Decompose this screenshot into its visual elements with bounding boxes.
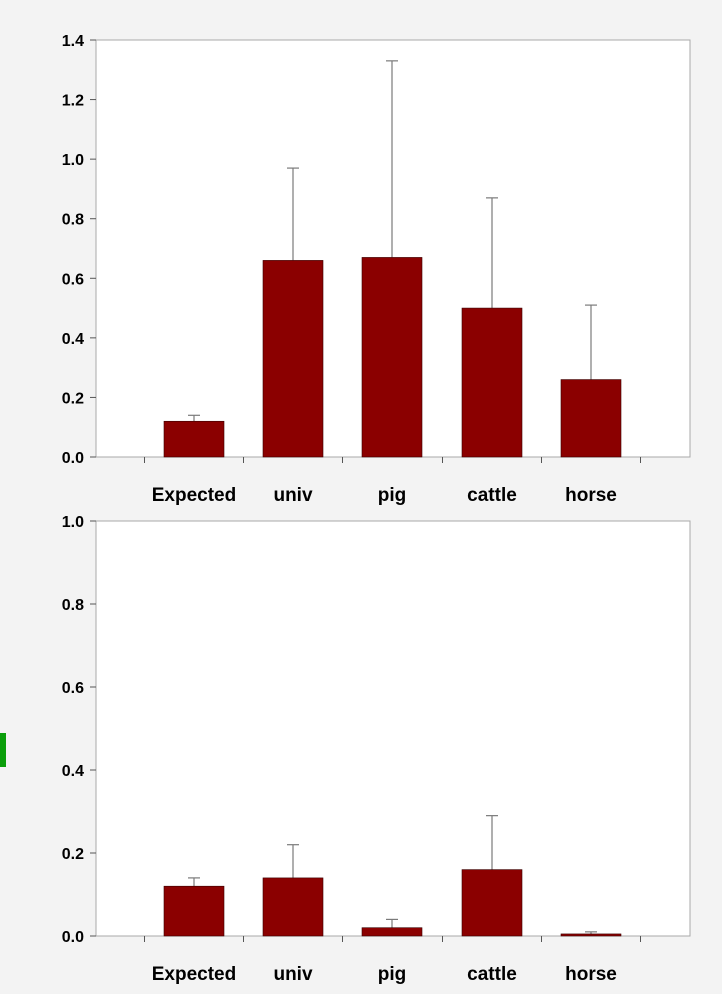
bar-expected xyxy=(163,885,225,937)
category-label: horse xyxy=(565,964,617,985)
left-accent-mark xyxy=(0,733,6,767)
bar-univ xyxy=(262,877,324,937)
y-tick-label: 1.0 xyxy=(62,152,84,169)
y-tick-label: 0.2 xyxy=(62,846,84,863)
y-tick-label: 0.6 xyxy=(62,271,84,288)
y-tick-label: 0.0 xyxy=(62,450,84,467)
bar-horse xyxy=(560,933,622,937)
bar-horse xyxy=(560,379,622,458)
bar-cattle xyxy=(461,869,523,937)
y-tick-label: 0.2 xyxy=(62,390,84,407)
y-tick-label: 0.0 xyxy=(62,929,84,946)
category-label: pig xyxy=(378,964,407,985)
category-label: univ xyxy=(273,964,312,985)
category-label: cattle xyxy=(467,485,517,506)
y-tick-label: 1.4 xyxy=(62,33,84,50)
category-label: univ xyxy=(273,485,312,506)
category-label: horse xyxy=(565,485,617,506)
chart-bottom: 0.0 0.2 0.4 0.6 0.8 1.0 Expected univ pig cattle h… xyxy=(62,514,691,985)
y-tick-label: 0.8 xyxy=(62,212,84,229)
plot-area-bottom xyxy=(95,520,691,937)
bar-univ xyxy=(262,260,324,458)
chart-top: 0.0 0.2 0.4 0.6 0.8 1.0 1.2 1.4 Expected univ pig c… xyxy=(62,33,691,506)
y-tick-label: 1.2 xyxy=(62,93,84,110)
y-tick-label: 0.4 xyxy=(62,331,84,348)
category-label: cattle xyxy=(467,964,517,985)
y-tick-label: 0.4 xyxy=(62,763,84,780)
category-label: Expected xyxy=(152,964,236,985)
y-tick-label: 1.0 xyxy=(62,514,84,531)
category-label: pig xyxy=(378,485,407,506)
y-tick-label: 0.8 xyxy=(62,597,84,614)
y-tick-label: 0.6 xyxy=(62,680,84,697)
bar-expected xyxy=(163,420,225,458)
category-label: Expected xyxy=(152,485,236,506)
bar-pig xyxy=(361,257,423,458)
bar-cattle xyxy=(461,307,523,458)
bar-pig xyxy=(361,927,423,937)
